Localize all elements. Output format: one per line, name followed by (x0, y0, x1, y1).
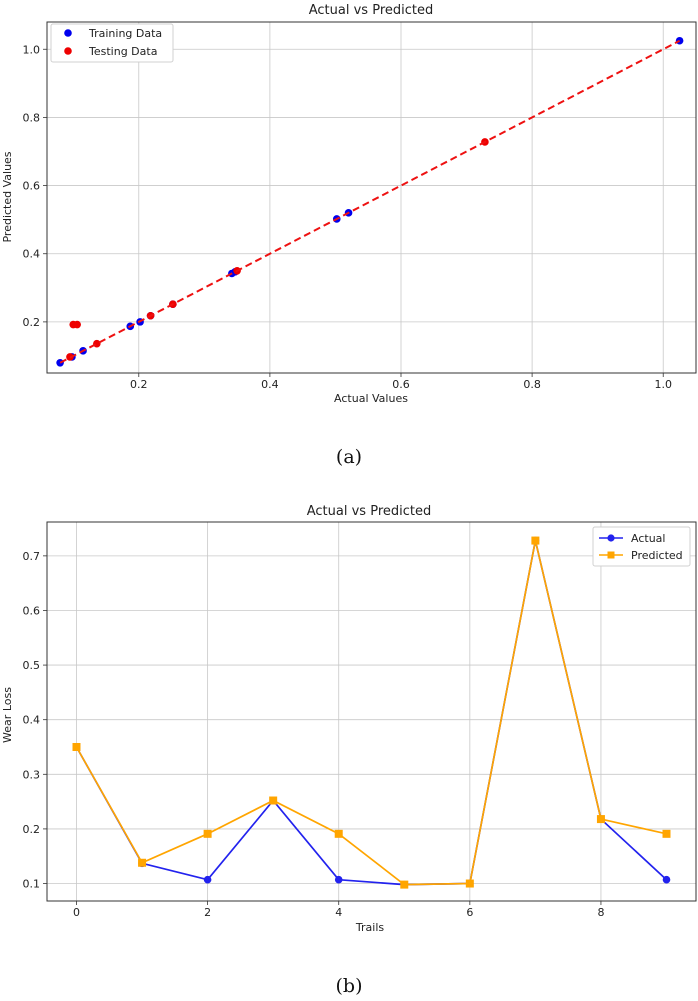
chart-a: Actual vs Predicted Actual Values Predic… (1, 3, 697, 405)
x-tick-label: 2 (204, 906, 211, 919)
chart-a-legend: Training Data Testing Data (50, 23, 174, 63)
y-tick-label: 0.2 (23, 316, 41, 329)
x-tick-label: 0.2 (130, 378, 148, 391)
y-tick-label: 0.5 (23, 659, 41, 672)
y-tick-label: 0.4 (23, 714, 41, 727)
actual-series-line (75, 540, 668, 886)
x-tick-label: 0 (73, 906, 80, 919)
predicted-point (400, 880, 409, 889)
x-tick-label: 1.0 (654, 378, 672, 391)
chart-grid (47, 22, 696, 373)
predicted-point (465, 879, 474, 888)
plot-frame (46, 521, 697, 902)
caption-b: (b) (336, 975, 363, 997)
x-tick-label: 4 (335, 906, 342, 919)
chart-b-title: Actual vs Predicted (307, 504, 431, 519)
training-point (56, 358, 64, 367)
legend-testing-label: Testing Data (88, 45, 157, 58)
caption-a: (a) (336, 446, 362, 468)
chart-a-marks (56, 36, 684, 367)
chart-b: Actual vs Predicted Trails Wear Loss Act… (1, 504, 697, 934)
plot-frame (46, 21, 697, 374)
testing-point (73, 320, 81, 329)
predicted-point (531, 536, 540, 545)
predicted-point (662, 829, 671, 838)
y-tick-label: 0.6 (23, 604, 41, 617)
chart-b-xlabel: Trails (355, 921, 384, 934)
legend-frame (592, 526, 691, 567)
y-tick-label: 0.4 (23, 248, 41, 261)
y-tick-label: 0.8 (23, 111, 41, 124)
actual-point (334, 875, 343, 884)
legend-actual-marker (607, 534, 615, 542)
predicted-point (269, 796, 278, 805)
predicted-point (596, 815, 605, 824)
legend-actual-label: Actual (631, 532, 665, 545)
actual-point (203, 875, 212, 884)
x-tick-label: 6 (466, 906, 473, 919)
chart-a-ylabel: Predicted Values (1, 151, 14, 242)
predicted-point (203, 829, 212, 838)
predicted-point (72, 742, 81, 751)
chart-a-title: Actual vs Predicted (309, 3, 433, 18)
y-tick-label: 1.0 (23, 43, 41, 56)
chart-grid (47, 522, 696, 901)
y-tick-label: 0.1 (23, 878, 41, 891)
legend-training-marker (64, 29, 72, 37)
actual-point (662, 875, 671, 884)
predicted-series-line (75, 540, 667, 886)
legend-testing-marker (64, 47, 72, 55)
ideal-fit-line (59, 39, 681, 364)
chart-b-ylabel: Wear Loss (1, 687, 14, 743)
predicted-point (334, 829, 343, 838)
x-tick-label: 0.8 (523, 378, 541, 391)
testing-point (93, 339, 101, 348)
chart-b-marks (72, 536, 671, 889)
x-tick-label: 8 (597, 906, 604, 919)
predicted-point (138, 858, 147, 867)
y-tick-label: 0.6 (23, 180, 41, 193)
legend-predicted-marker (607, 551, 615, 559)
y-tick-label: 0.7 (23, 550, 41, 563)
y-tick-label: 0.3 (23, 768, 41, 781)
x-tick-label: 0.4 (261, 378, 279, 391)
legend-predicted-label: Predicted (631, 549, 683, 562)
chart-b-legend: Actual Predicted (592, 526, 691, 567)
legend-frame (50, 23, 174, 63)
chart-a-xlabel: Actual Values (334, 392, 408, 405)
y-tick-label: 0.2 (23, 823, 41, 836)
legend-training-label: Training Data (88, 27, 162, 40)
x-tick-label: 0.6 (392, 378, 410, 391)
